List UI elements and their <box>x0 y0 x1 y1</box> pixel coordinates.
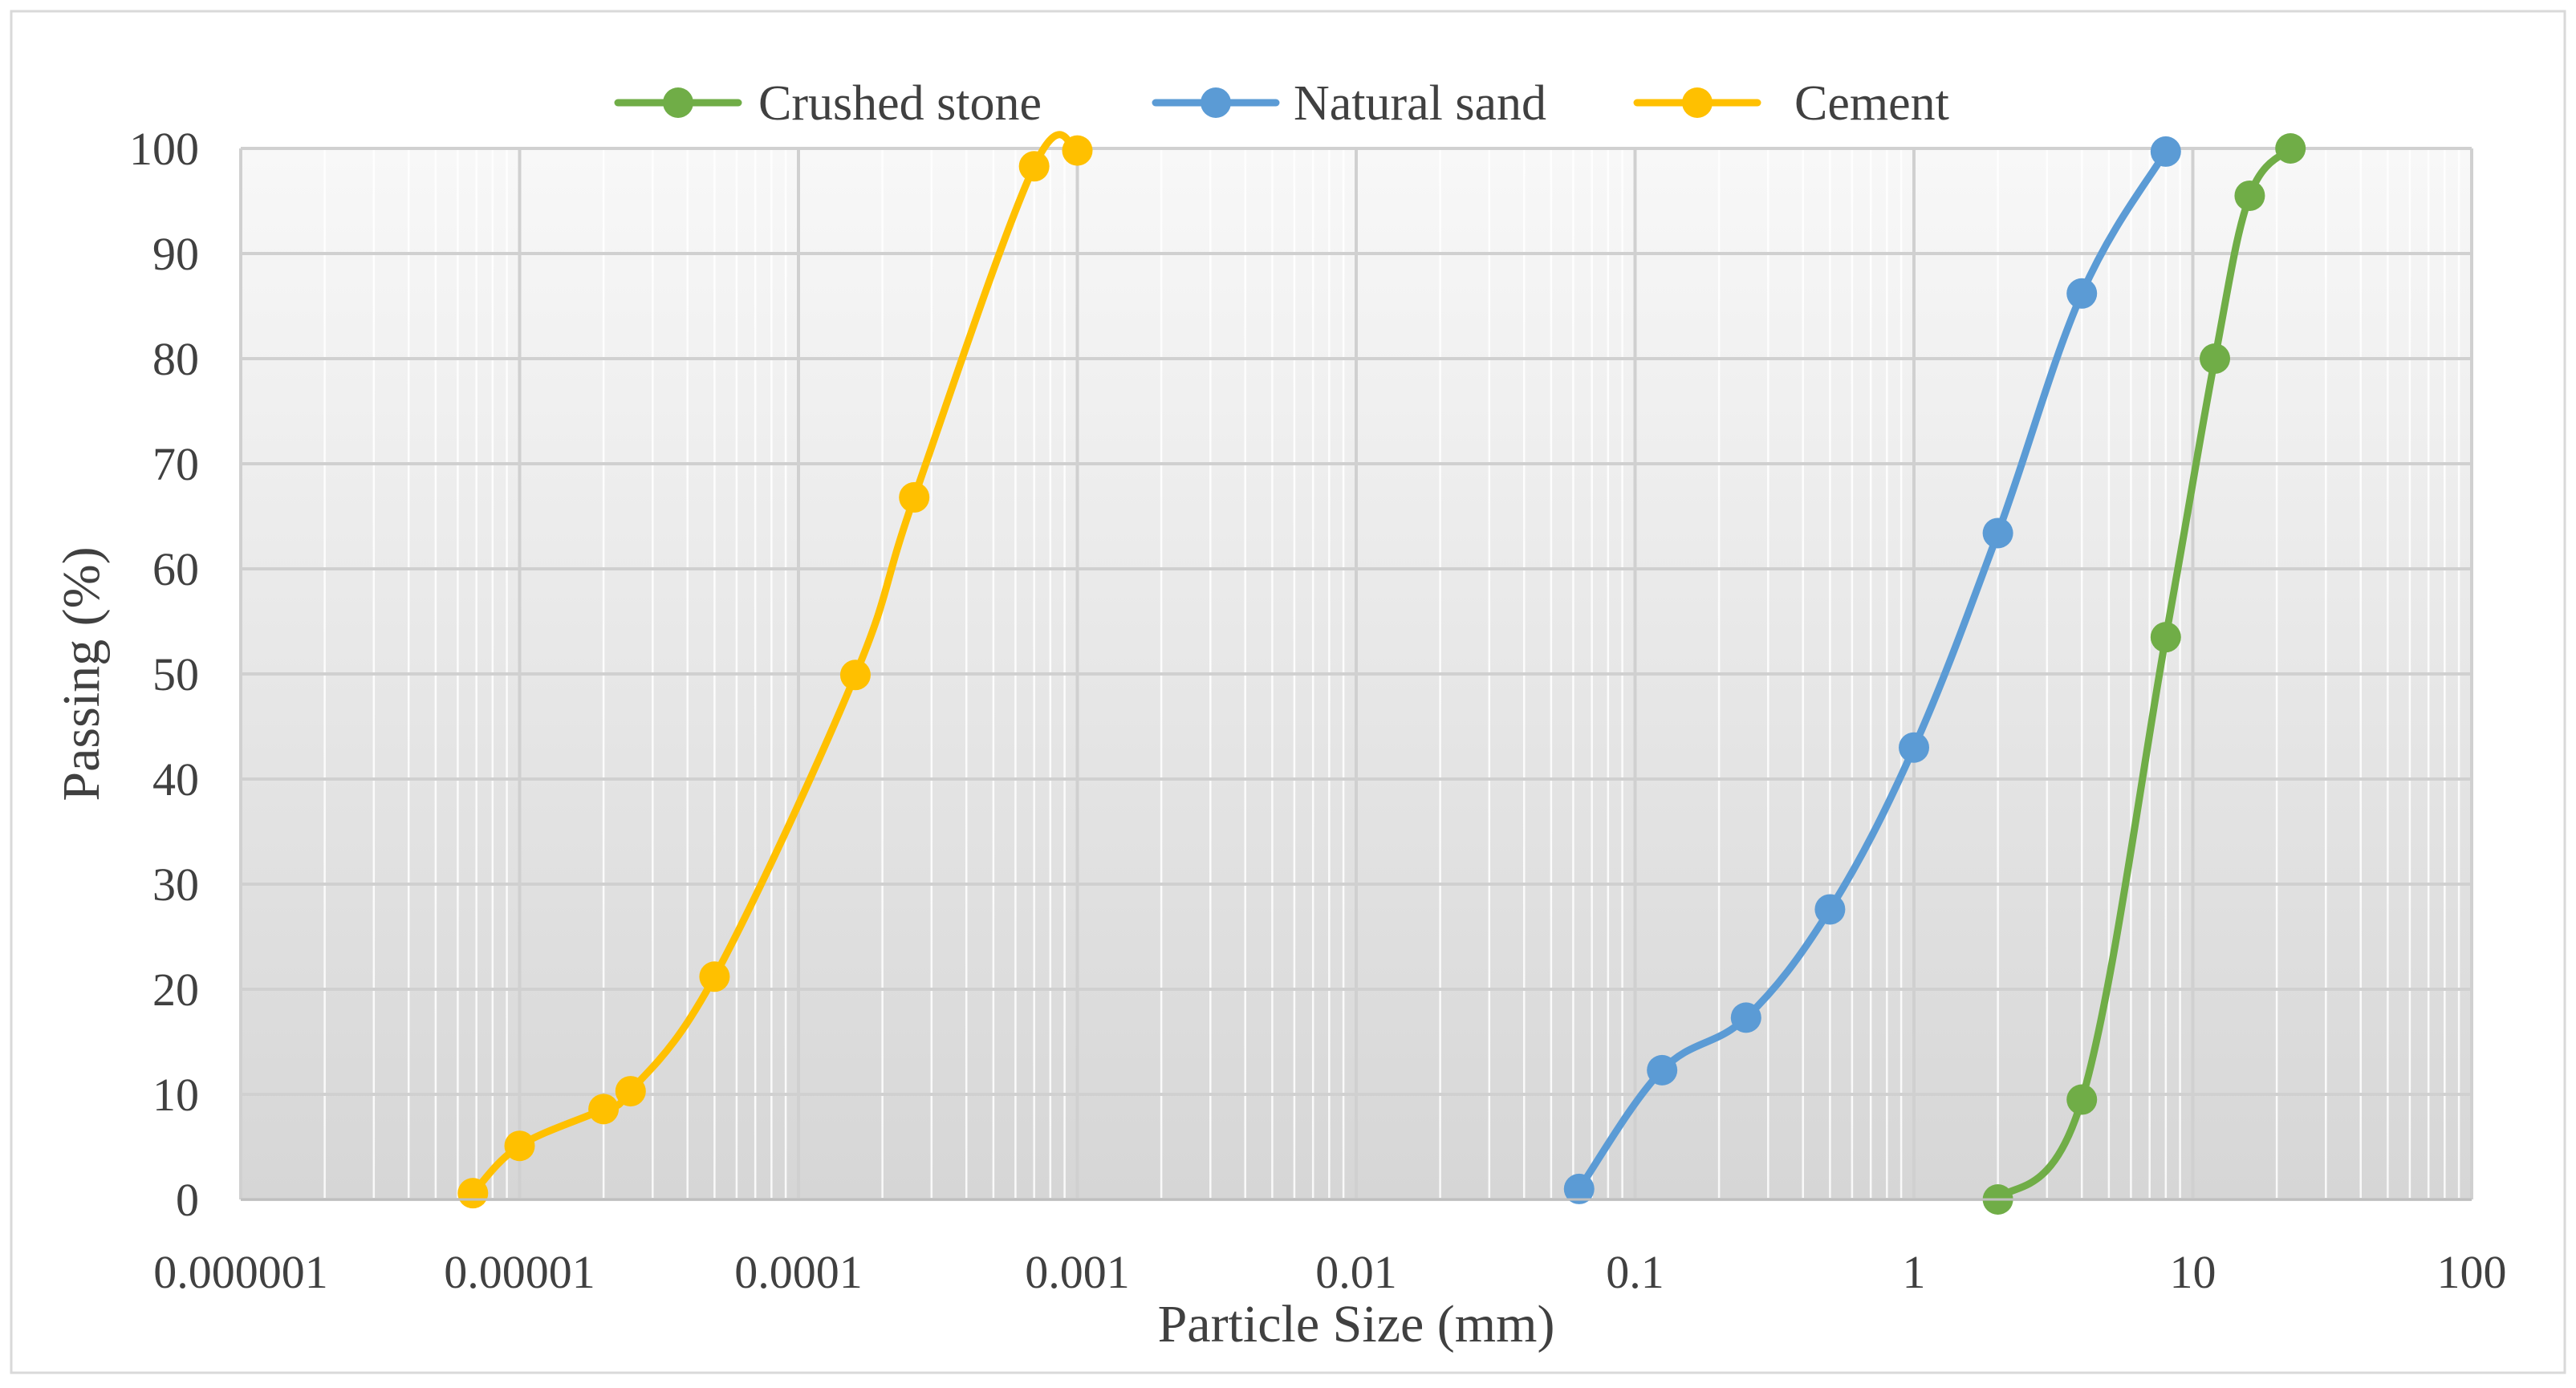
legend: Crushed stone Natural sand Cement <box>614 76 1949 131</box>
y-axis-title: Passing (%) <box>52 546 111 801</box>
x-tick-label: 0.01 <box>1315 1246 1397 1298</box>
y-tick-label: 10 <box>152 1069 199 1121</box>
x-tick-label: 10 <box>2170 1246 2216 1298</box>
series-natural-sand <box>1563 136 2181 1204</box>
y-tick-label: 40 <box>152 753 199 806</box>
data-point-crushed-stone <box>2234 180 2265 211</box>
x-tick-label: 1 <box>1903 1246 1926 1298</box>
data-point-cement <box>504 1130 535 1162</box>
x-axis-title: Particle Size (mm) <box>1158 1295 1555 1354</box>
data-point-crushed-stone <box>2150 622 2181 653</box>
y-tick-label: 0 <box>176 1174 199 1226</box>
y-tick-label: 50 <box>152 648 199 700</box>
data-point-cement <box>839 660 871 691</box>
y-tick-label: 70 <box>152 438 199 490</box>
x-tick-label: 100 <box>2437 1246 2507 1298</box>
data-point-natural-sand <box>1730 1002 1761 1033</box>
x-tick-label: 0.1 <box>1606 1246 1664 1298</box>
legend-item-crushed-stone: Crushed stone <box>614 76 1042 131</box>
data-point-natural-sand <box>2150 136 2181 167</box>
y-tick-label: 60 <box>152 543 199 595</box>
legend-label-crushed-stone: Crushed stone <box>758 76 1042 131</box>
legend-item-natural-sand: Natural sand <box>1152 76 1546 131</box>
data-point-natural-sand <box>1814 894 1846 925</box>
legend-label-cement: Cement <box>1794 76 1949 131</box>
x-tick-label: 0.0001 <box>734 1246 863 1298</box>
legend-marker-cement <box>1682 87 1713 118</box>
y-tick-label: 100 <box>129 123 199 175</box>
y-tick-label: 30 <box>152 858 199 911</box>
data-point-natural-sand <box>1647 1054 1678 1086</box>
axes: 0.000001 0.00001 0.0001 0.001 0.01 0.1 1 10 100 0… <box>129 123 2507 1298</box>
y-tick-label: 80 <box>152 333 199 385</box>
legend-marker-crushed-stone <box>663 87 693 118</box>
data-point-crushed-stone <box>2066 1084 2098 1115</box>
data-point-cement <box>899 481 930 513</box>
legend-label-natural-sand: Natural sand <box>1294 76 1546 131</box>
legend-marker-natural-sand <box>1201 87 1231 118</box>
legend-item-cement: Cement <box>1633 76 1949 131</box>
x-tick-label: 0.001 <box>1025 1246 1130 1298</box>
series-cement <box>457 131 1093 1209</box>
data-point-crushed-stone <box>2200 343 2231 374</box>
series-layer <box>457 131 2306 1215</box>
data-point-cement <box>615 1076 646 1107</box>
data-point-natural-sand <box>1982 517 2013 549</box>
data-point-cement <box>699 961 730 992</box>
data-point-cement <box>1062 135 1093 166</box>
data-point-natural-sand <box>1563 1173 1595 1204</box>
x-tick-label: 0.000001 <box>153 1246 328 1298</box>
data-point-natural-sand <box>2066 278 2098 309</box>
grid <box>239 147 2473 1201</box>
data-point-cement <box>588 1094 620 1125</box>
x-tick-label: 0.00001 <box>444 1246 595 1298</box>
data-point-crushed-stone <box>2275 133 2306 164</box>
y-tick-label: 90 <box>152 228 199 280</box>
data-point-cement <box>457 1178 489 1209</box>
series-line-natural-sand <box>1575 148 2170 1193</box>
y-tick-label: 20 <box>152 964 199 1016</box>
series-crushed-stone <box>1982 133 2306 1215</box>
data-point-cement <box>1018 151 1050 182</box>
data-point-natural-sand <box>1899 732 1929 763</box>
